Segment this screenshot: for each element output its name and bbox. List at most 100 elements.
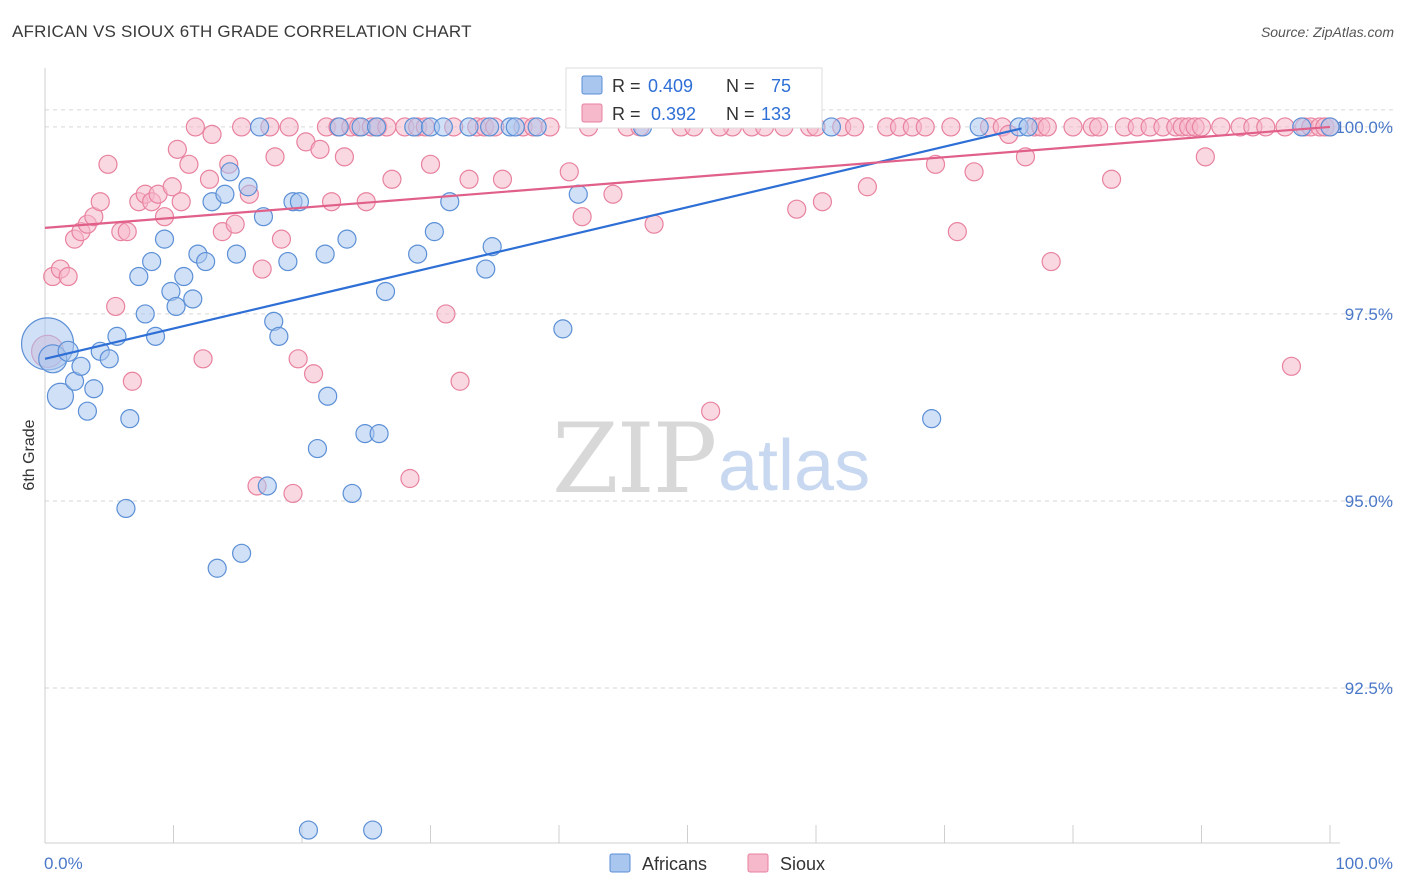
sioux-point-37 bbox=[279, 117, 299, 137]
sioux-point-9 bbox=[98, 154, 118, 174]
africans-point-51 bbox=[375, 281, 396, 302]
sioux-point-118 bbox=[1195, 147, 1215, 167]
sioux-point-117 bbox=[1191, 117, 1212, 137]
sioux-point-20 bbox=[167, 139, 187, 159]
africans-point-40 bbox=[307, 438, 328, 459]
africans-point-25 bbox=[207, 558, 227, 578]
africans-point-27 bbox=[220, 162, 240, 182]
y-tick-label-1: 95.0% bbox=[1345, 492, 1393, 511]
sioux-point-42 bbox=[310, 139, 330, 159]
sioux-n-value: 133 bbox=[761, 104, 791, 124]
sioux-point-41 bbox=[303, 364, 324, 384]
africans-point-23 bbox=[196, 251, 216, 272]
africans-point-65 bbox=[553, 319, 573, 339]
africans-point-12 bbox=[120, 409, 140, 429]
sioux-point-29 bbox=[225, 214, 245, 234]
x-tick-label-0: 0.0% bbox=[44, 854, 83, 873]
africans-trend-line bbox=[44, 127, 1022, 360]
sioux-point-55 bbox=[400, 468, 420, 489]
africans-point-59 bbox=[476, 259, 496, 279]
y-tick-label-0: 92.5% bbox=[1345, 679, 1393, 698]
sioux-point-53 bbox=[382, 169, 402, 189]
legend-africans-label: Africans bbox=[642, 854, 707, 874]
sioux-point-12 bbox=[117, 222, 137, 242]
sioux-point-73 bbox=[603, 184, 623, 204]
chart-title: AFRICAN VS SIOUX 6TH GRADE CORRELATION C… bbox=[12, 22, 472, 41]
africans-point-44 bbox=[337, 229, 357, 249]
sioux-point-22 bbox=[179, 154, 199, 174]
africans-point-11 bbox=[116, 498, 136, 519]
africans-point-63 bbox=[505, 117, 525, 137]
sioux-point-23 bbox=[185, 117, 205, 137]
sioux-point-24 bbox=[193, 349, 213, 369]
y-tick-label-3: 100.0% bbox=[1335, 118, 1393, 137]
africans-point-61 bbox=[480, 117, 500, 137]
africans-point-35 bbox=[269, 326, 289, 346]
sioux-point-93 bbox=[925, 154, 946, 174]
watermark-atlas: atlas bbox=[718, 426, 870, 506]
africans-point-9 bbox=[99, 349, 119, 369]
sioux-point-13 bbox=[122, 371, 142, 391]
africans-r-label: R = bbox=[612, 76, 641, 96]
sioux-point-46 bbox=[334, 147, 355, 167]
stats-legend: R = 0.409 N = 75 R = 0.392 N = 133 bbox=[565, 67, 823, 129]
series-legend: Africans Sioux bbox=[609, 853, 825, 874]
sioux-point-94 bbox=[941, 117, 961, 137]
sioux-point-8 bbox=[90, 192, 110, 212]
sioux-point-26 bbox=[202, 124, 222, 145]
africans-point-14 bbox=[135, 304, 155, 324]
africans-point-6 bbox=[77, 401, 98, 421]
sioux-swatch bbox=[581, 103, 603, 123]
africans-point-68 bbox=[821, 117, 842, 137]
africans-point-43 bbox=[329, 117, 349, 137]
africans-point-36 bbox=[278, 251, 298, 272]
sioux-point-25 bbox=[199, 169, 220, 189]
sioux-point-21 bbox=[171, 192, 191, 212]
sioux-trend-line bbox=[44, 125, 1331, 230]
sioux-point-19 bbox=[162, 177, 182, 197]
sioux-point-10 bbox=[106, 296, 126, 317]
africans-point-58 bbox=[459, 117, 479, 137]
africans-point-5 bbox=[71, 356, 91, 376]
y-tick-label-2: 97.5% bbox=[1345, 305, 1393, 324]
sioux-r-value: 0.392 bbox=[651, 104, 696, 124]
sioux-r-label: R = bbox=[612, 104, 641, 124]
sioux-point-38 bbox=[283, 483, 303, 504]
africans-point-60 bbox=[482, 237, 502, 257]
legend-africans-swatch bbox=[609, 853, 631, 873]
africans-point-39 bbox=[298, 820, 319, 840]
africans-point-7 bbox=[84, 379, 104, 399]
africans-point-73 bbox=[1292, 117, 1312, 137]
sioux-point-104 bbox=[1041, 251, 1061, 272]
sioux-point-33 bbox=[252, 259, 272, 279]
africans-point-64 bbox=[527, 117, 547, 137]
africans-point-31 bbox=[249, 117, 270, 137]
africans-point-30 bbox=[238, 177, 258, 197]
legend-sioux-swatch bbox=[747, 853, 769, 873]
africans-point-49 bbox=[363, 820, 383, 840]
sioux-point-92 bbox=[915, 117, 935, 137]
sioux-point-105 bbox=[1063, 117, 1083, 137]
africans-r-value: 0.409 bbox=[648, 76, 693, 96]
africans-n-label: N = bbox=[726, 76, 755, 96]
axes: 92.5% 95.0% 97.5% 100.0% 0.0% 100.0% bbox=[44, 68, 1393, 873]
africans-point-45 bbox=[342, 483, 362, 504]
africans-point-33 bbox=[257, 476, 277, 496]
africans-point-41 bbox=[315, 244, 335, 264]
africans-swatch bbox=[581, 75, 603, 95]
africans-point-66 bbox=[568, 184, 588, 204]
sioux-n-label: N = bbox=[726, 104, 755, 124]
sioux-point-96 bbox=[964, 162, 984, 182]
sioux-point-103 bbox=[1037, 117, 1057, 137]
sioux-point-39 bbox=[288, 349, 308, 369]
africans-point-19 bbox=[166, 296, 186, 317]
sioux-point-59 bbox=[436, 304, 456, 324]
africans-point-52 bbox=[404, 117, 424, 137]
africans-point-55 bbox=[424, 222, 444, 242]
africans-point-70 bbox=[969, 117, 989, 137]
chart-source: Source: ZipAtlas.com bbox=[1260, 24, 1394, 40]
sioux-point-85 bbox=[812, 192, 833, 212]
africans-point-29 bbox=[232, 543, 252, 563]
sioux-point-71 bbox=[572, 207, 592, 227]
